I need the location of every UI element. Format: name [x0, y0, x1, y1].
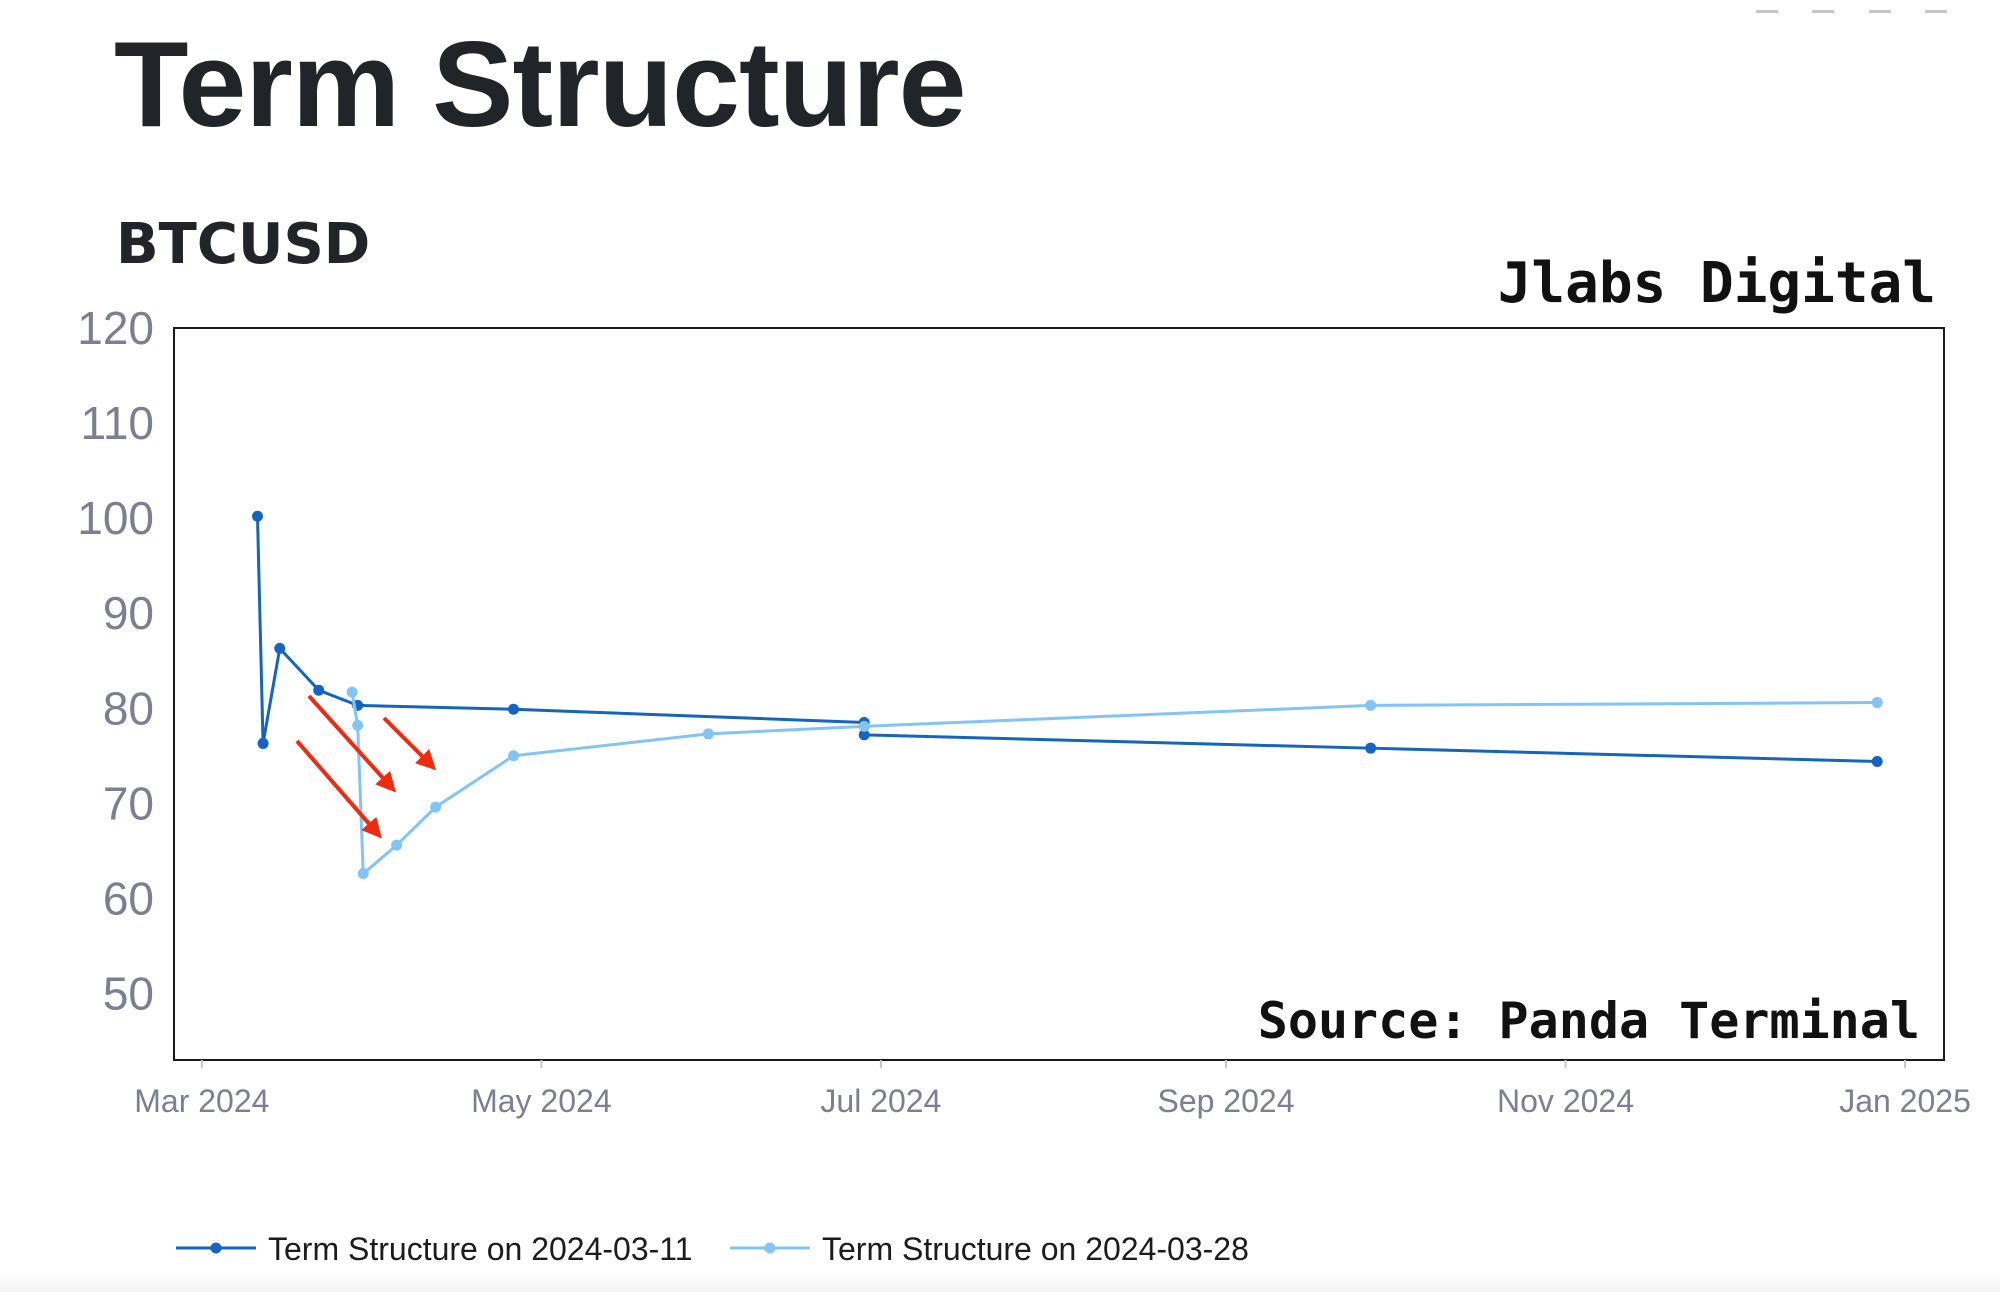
annotation-arrow — [307, 694, 397, 793]
x-tick-label: May 2024 — [471, 1083, 612, 1119]
series-line-1 — [255, 516, 1878, 763]
legend-label: Term Structure on 2024-03-11 — [268, 1231, 693, 1267]
series-2-point — [352, 719, 364, 731]
toolbar-tool-icon[interactable] — [1756, 10, 1778, 13]
watermark-top: Jlabs Digital — [1498, 251, 1936, 316]
x-axis: Mar 2024 May 2024 Jul 2024 Sep 2024 Nov 2024… — [134, 1060, 1971, 1119]
legend-swatch-marker — [210, 1242, 222, 1254]
annotation-arrow — [295, 739, 382, 839]
series-layer — [251, 510, 1883, 880]
series-1-point — [858, 729, 870, 741]
page-title: Term Structure — [114, 16, 966, 152]
series-2-point — [702, 728, 714, 740]
x-tick-label: Jan 2025 — [1839, 1083, 1971, 1119]
series-1-point — [274, 642, 286, 654]
series-1-point — [1365, 742, 1377, 754]
plot-area-frame — [173, 327, 1945, 1061]
series-1-point — [508, 703, 520, 715]
series-1-point — [313, 684, 325, 696]
series-1-point — [257, 737, 269, 749]
y-tick-label: 60 — [103, 872, 154, 924]
y-tick-label: 120 — [77, 302, 154, 354]
y-axis: 50 60 70 80 90 100 110 120 — [77, 302, 154, 1019]
y-tick-label: 100 — [77, 492, 154, 544]
x-tick-label: Mar 2024 — [134, 1083, 269, 1119]
series-line-2 — [350, 691, 1878, 876]
x-tick-label: Jul 2024 — [820, 1083, 941, 1119]
y-tick-label: 90 — [103, 587, 154, 639]
y-tick-label: 80 — [103, 682, 154, 734]
y-tick-label: 110 — [81, 397, 154, 449]
legend-swatch-marker — [764, 1242, 776, 1254]
series-2-point — [391, 839, 403, 851]
series-2-point — [357, 868, 369, 880]
series-2-point — [1871, 697, 1883, 709]
bottom-divider — [0, 1270, 2000, 1292]
legend-label: Term Structure on 2024-03-28 — [822, 1231, 1249, 1267]
series-2-point — [1365, 699, 1377, 711]
series-2-point — [858, 720, 870, 732]
toolbar-tool-icon[interactable] — [1812, 10, 1835, 13]
annotation-arrows — [295, 694, 437, 839]
series-2-point — [346, 686, 358, 698]
legend-item[interactable]: Term Structure on 2024-03-28 — [730, 1231, 1249, 1267]
annotation-arrow — [382, 716, 437, 771]
legend: Term Structure on 2024-03-11 Term Structu… — [176, 1231, 1249, 1267]
toolbar-tool-icon[interactable] — [1925, 10, 1948, 13]
series-1-point — [251, 510, 263, 522]
series-2-point — [508, 750, 520, 762]
series-2-point — [430, 801, 442, 813]
legend-item[interactable]: Term Structure on 2024-03-11 — [176, 1231, 693, 1267]
chart-title: BTCUSD — [116, 212, 371, 277]
x-tick-label: Sep 2024 — [1157, 1083, 1294, 1119]
toolbar-tool-icon[interactable] — [1868, 10, 1891, 13]
y-tick-label: 50 — [103, 967, 154, 1019]
watermark-bottom: Source: Panda Terminal — [1258, 992, 1920, 1050]
series-1-point — [1871, 755, 1883, 767]
chart-toolbar[interactable] — [1726, 0, 1986, 13]
x-tick-label: Nov 2024 — [1497, 1083, 1634, 1119]
y-tick-label: 70 — [103, 777, 154, 829]
